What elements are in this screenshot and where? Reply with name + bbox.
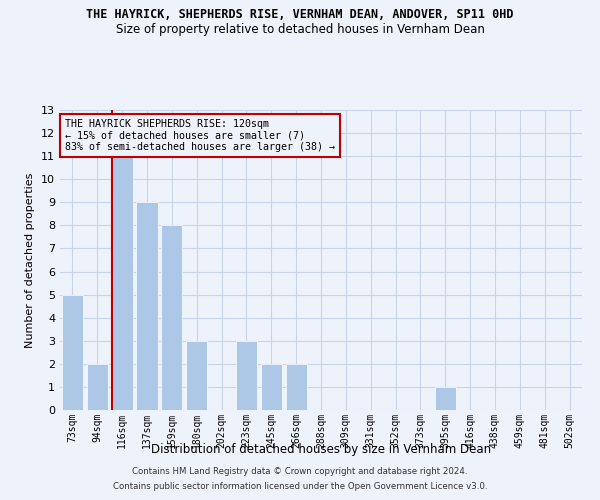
Y-axis label: Number of detached properties: Number of detached properties [25,172,35,348]
Text: Contains HM Land Registry data © Crown copyright and database right 2024.: Contains HM Land Registry data © Crown c… [132,467,468,476]
Bar [435,387,456,410]
Bar [236,341,257,410]
Text: THE HAYRICK SHEPHERDS RISE: 120sqm
← 15% of detached houses are smaller (7)
83% : THE HAYRICK SHEPHERDS RISE: 120sqm ← 15%… [65,119,335,152]
Bar [186,341,207,410]
Bar [161,226,182,410]
Bar [62,294,83,410]
Text: Contains public sector information licensed under the Open Government Licence v3: Contains public sector information licen… [113,482,487,491]
Bar [136,202,158,410]
Bar [87,364,108,410]
Text: THE HAYRICK, SHEPHERDS RISE, VERNHAM DEAN, ANDOVER, SP11 0HD: THE HAYRICK, SHEPHERDS RISE, VERNHAM DEA… [86,8,514,20]
Bar [261,364,282,410]
Bar [286,364,307,410]
Bar [112,156,133,410]
Text: Distribution of detached houses by size in Vernham Dean: Distribution of detached houses by size … [151,442,491,456]
Text: Size of property relative to detached houses in Vernham Dean: Size of property relative to detached ho… [116,22,484,36]
